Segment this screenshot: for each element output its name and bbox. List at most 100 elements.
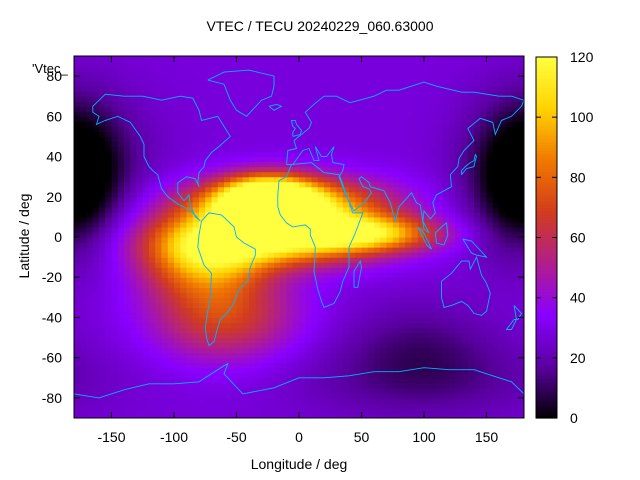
heat-cell [392, 397, 400, 404]
heat-cell [130, 216, 138, 223]
heat-cell [486, 71, 494, 77]
heat-cell [161, 191, 169, 198]
heat-cell [449, 86, 456, 92]
heat-cell [405, 131, 413, 138]
heat-cell [411, 231, 419, 238]
heat-cell [480, 151, 488, 158]
heat-cell [186, 272, 194, 278]
heat-cell [392, 201, 400, 208]
heat-cell [242, 312, 250, 319]
heat-cell [224, 242, 231, 248]
heat-cell [292, 412, 300, 418]
heat-cell [211, 302, 219, 308]
heat-cell [199, 91, 206, 97]
heat-cell [205, 86, 213, 92]
heat-cell [317, 277, 325, 283]
heat-cell [105, 352, 113, 359]
heat-cell [330, 131, 338, 138]
heat-cell [361, 211, 369, 218]
heat-cell [74, 277, 81, 283]
heat-cell [80, 141, 88, 148]
heat-cell [505, 407, 513, 414]
heat-cell [249, 372, 256, 379]
heat-cell [149, 317, 156, 324]
heat-cell [492, 56, 500, 62]
heat-cell [211, 171, 219, 178]
heat-cell [480, 402, 488, 409]
heat-cell [205, 211, 213, 218]
heat-cell [492, 292, 500, 298]
heat-cell [424, 96, 431, 102]
heat-cell [492, 166, 500, 173]
heat-cell [361, 302, 369, 308]
heat-cell [242, 171, 250, 178]
heat-cell [142, 186, 150, 193]
heat-cell [305, 297, 313, 303]
heat-cell [74, 66, 81, 72]
heat-cell [349, 206, 356, 213]
heat-cell [211, 81, 219, 87]
heat-cell [142, 412, 150, 418]
heat-cell [386, 71, 394, 77]
heat-cell [292, 257, 300, 263]
heat-cell [130, 412, 138, 418]
heat-cell [267, 297, 275, 303]
heat-cell [499, 86, 506, 92]
heat-cell [424, 176, 431, 183]
heat-cell [255, 292, 263, 298]
heat-cell [330, 126, 338, 133]
heat-cell [74, 171, 81, 178]
heat-cell [236, 302, 244, 308]
heat-cell [99, 382, 106, 389]
heat-cell [99, 206, 106, 213]
heat-cell [274, 186, 281, 193]
heat-cell [142, 382, 150, 389]
heat-cell [224, 226, 231, 233]
heat-cell [74, 257, 81, 263]
heat-cell [461, 372, 469, 379]
heat-cell [205, 242, 213, 248]
heat-cell [417, 362, 425, 369]
heat-cell [480, 166, 488, 173]
heat-cell [367, 402, 375, 409]
heat-cell [380, 407, 388, 414]
heat-cell [261, 116, 269, 122]
heat-cell [311, 332, 319, 339]
heat-cell [192, 81, 200, 87]
heat-cell [111, 136, 119, 143]
heat-cell [324, 111, 331, 117]
heat-cell [461, 342, 469, 349]
heat-cell [349, 221, 356, 228]
heat-cell [499, 186, 506, 193]
heat-cell [192, 287, 200, 293]
heat-cell [267, 221, 275, 228]
heat-cell [386, 252, 394, 258]
heat-cell [117, 402, 125, 409]
heat-cell [386, 121, 394, 127]
heat-cell [461, 186, 469, 193]
heat-cell [199, 231, 206, 238]
heat-cell [192, 216, 200, 223]
heat-cell [286, 151, 294, 158]
heat-cell [455, 206, 463, 213]
heat-cell [130, 186, 138, 193]
heat-cell [149, 111, 156, 117]
heat-cell [311, 86, 319, 92]
heat-cell [199, 337, 206, 344]
heat-cell [486, 216, 494, 223]
heat-cell [499, 287, 506, 293]
heat-cell [142, 342, 150, 349]
heat-cell [174, 272, 181, 278]
heat-cell [424, 61, 431, 67]
heat-cell [499, 262, 506, 268]
heat-cell [249, 237, 256, 243]
heat-cell [480, 216, 488, 223]
heat-cell [211, 402, 219, 409]
heat-cell [217, 86, 225, 92]
heat-cell [492, 146, 500, 153]
heat-cell [155, 342, 163, 349]
heat-cell [205, 357, 213, 364]
heat-cell [374, 352, 381, 359]
heat-cell [499, 387, 506, 394]
heat-cell [274, 136, 281, 143]
